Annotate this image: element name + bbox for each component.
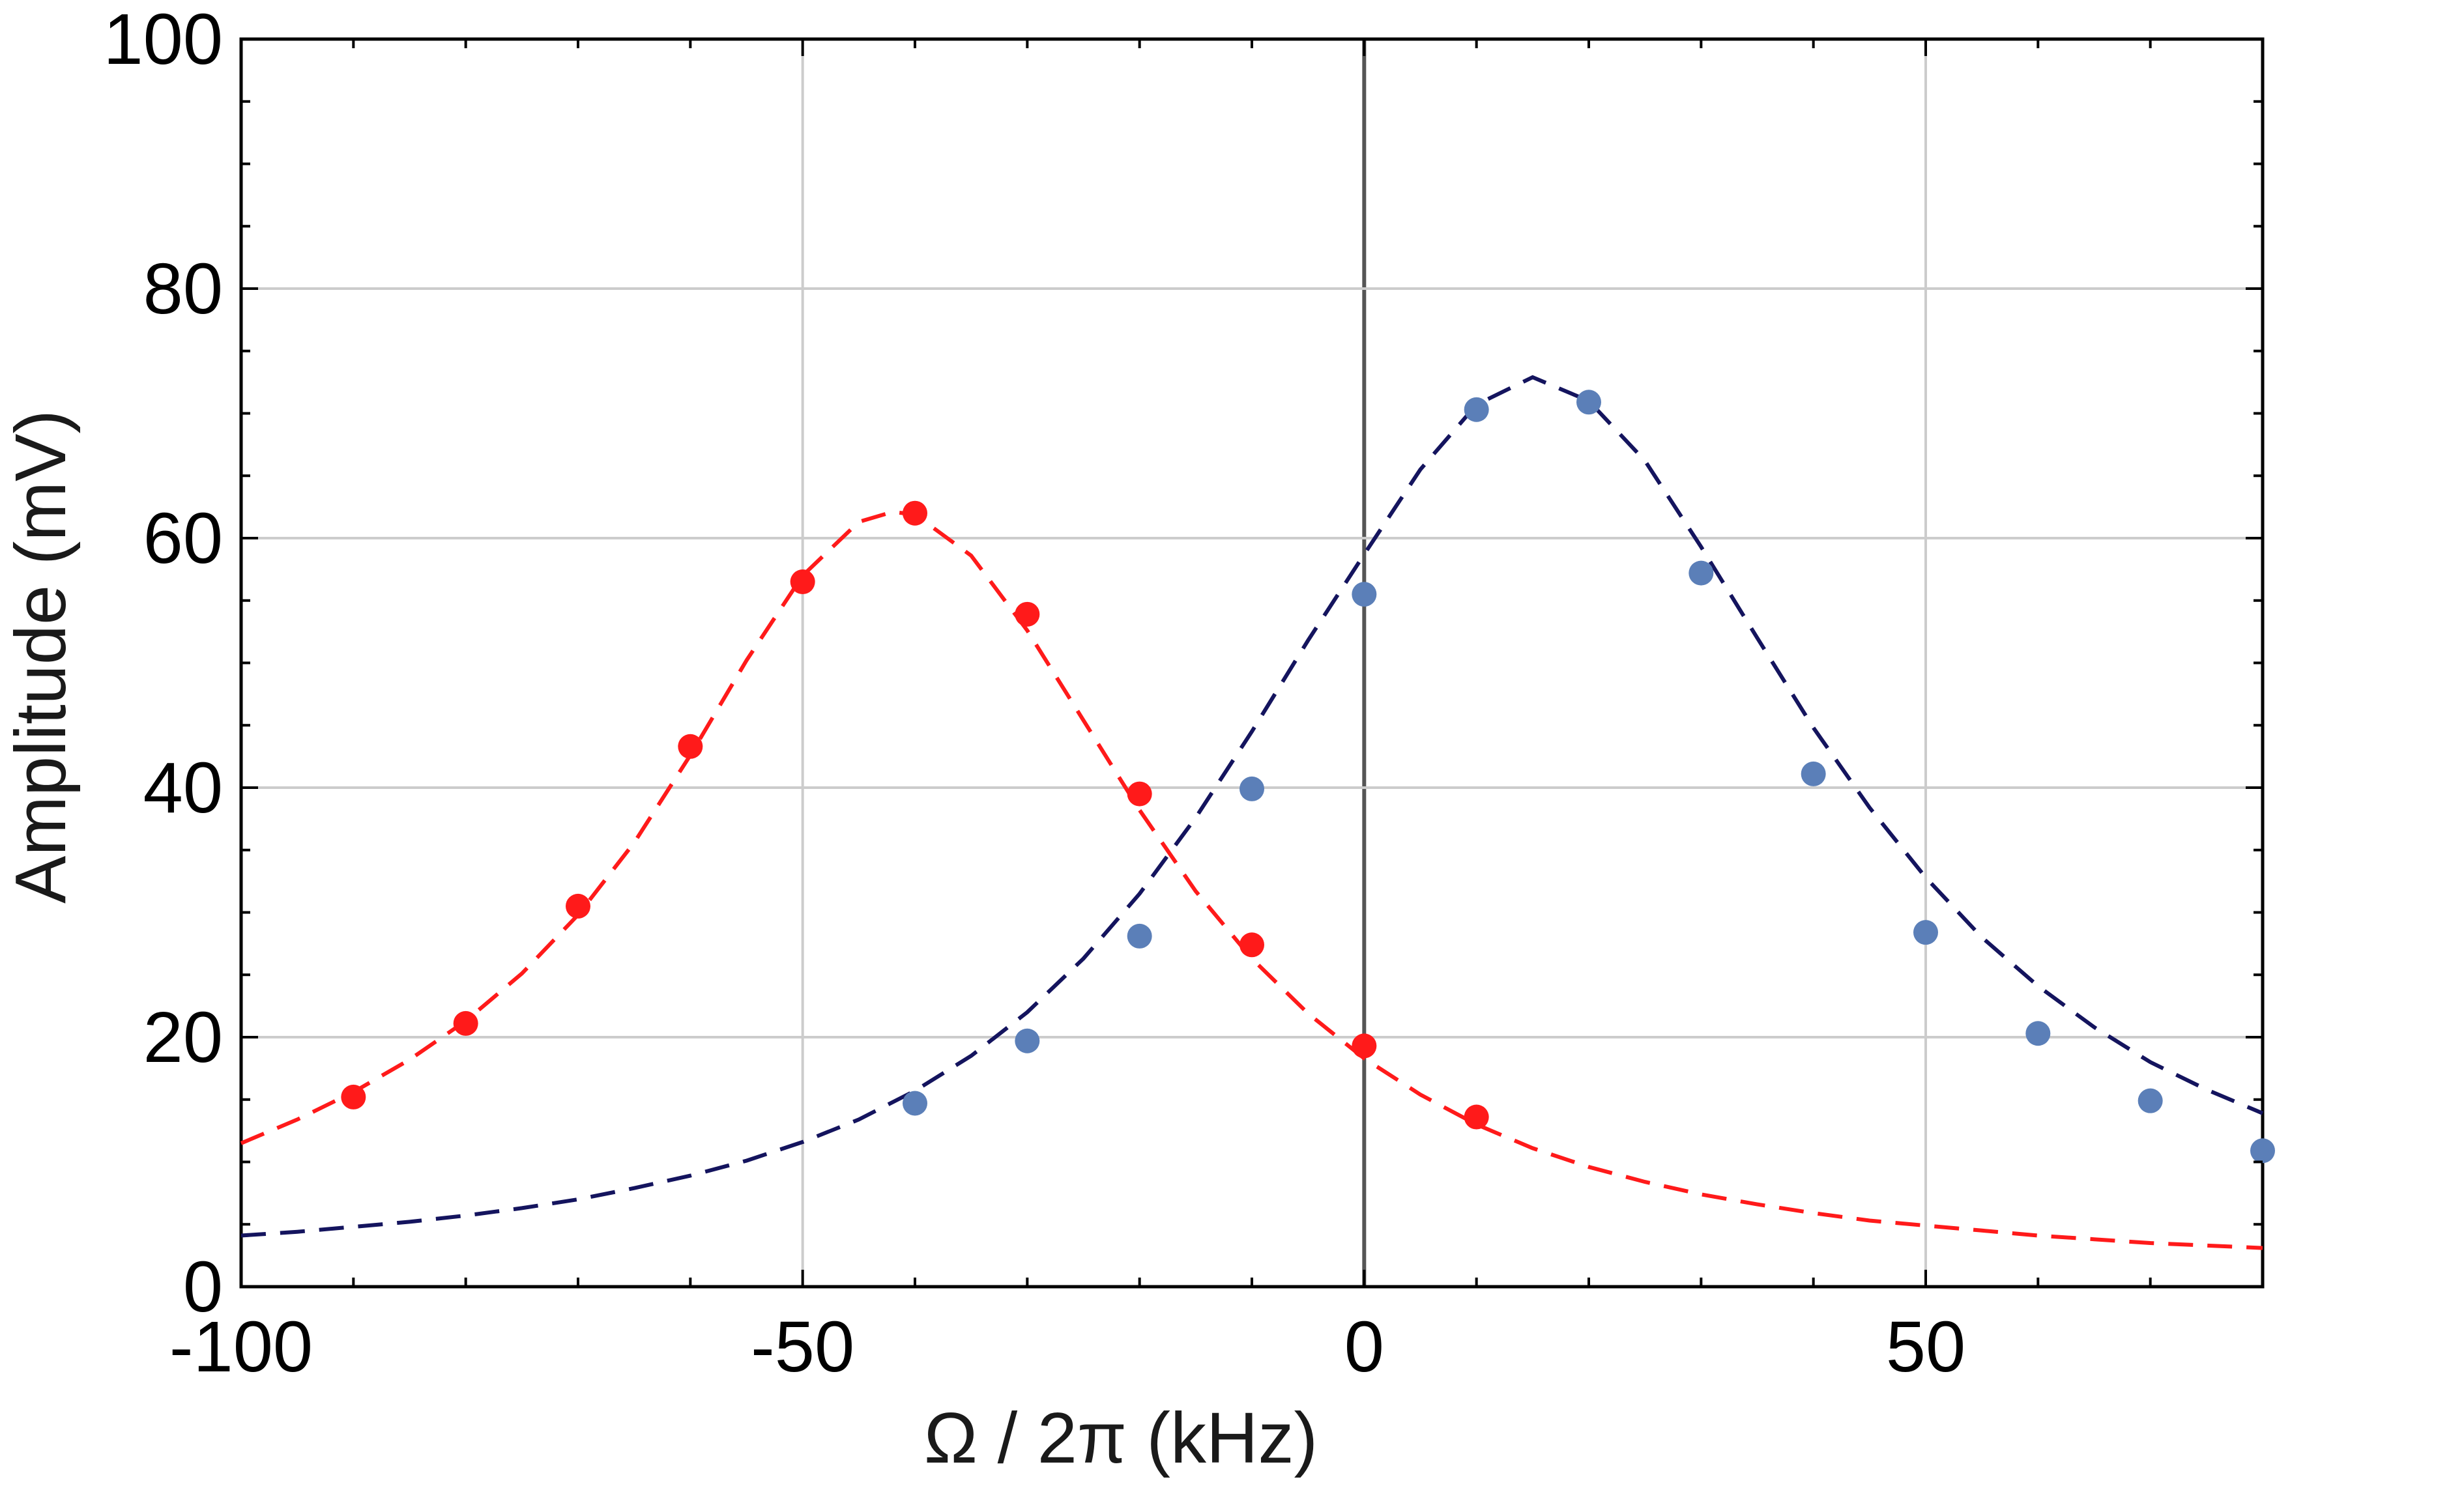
fit-curve-1 [240,509,2263,1250]
x-tick-label: 0 [1344,1307,1384,1387]
y-axis-label: Amplitude (mV) [1,410,81,904]
y-tick-label: 20 [143,997,223,1078]
data-point [2250,1138,2275,1164]
data-point [1352,582,1377,607]
data-point [1464,1104,1489,1130]
x-tick-label: -100 [169,1307,313,1387]
data-point [790,569,815,595]
data-point [1239,776,1264,801]
data-point [1015,601,1040,627]
x-tick-label: -50 [751,1307,854,1387]
y-tick-label: 60 [143,498,223,579]
data-point [1352,1033,1377,1059]
data-point [2025,1021,2051,1046]
y-tick-label: 40 [143,748,223,828]
data-point [341,1084,366,1109]
data-point [1576,390,1601,415]
y-tick-label: 100 [103,0,223,79]
data-point [903,500,927,526]
data-point [903,1091,927,1116]
data-point [1801,761,1826,786]
data-point [1239,932,1264,958]
fit-curve-3 [240,375,2264,1238]
data-point [1689,560,1714,586]
data-point [1015,1028,1040,1053]
data-point [566,893,590,919]
y-tick-label: 80 [143,249,223,329]
data-point [2138,1088,2163,1113]
data-point [1464,397,1489,422]
series-layer [240,375,2275,1250]
data-point [453,1010,478,1036]
data-point [1127,923,1152,949]
data-point [678,734,703,759]
ticks: -100 -50 0 50 0 20 40 60 80 100 [103,0,2264,1387]
data-point [1913,920,1938,945]
data-point [1127,781,1152,807]
x-tick-label: 50 [1886,1307,1965,1387]
x-axis-label: Ω / 2π (kHz) [924,1398,1318,1478]
y-tick-label: 0 [183,1247,223,1327]
